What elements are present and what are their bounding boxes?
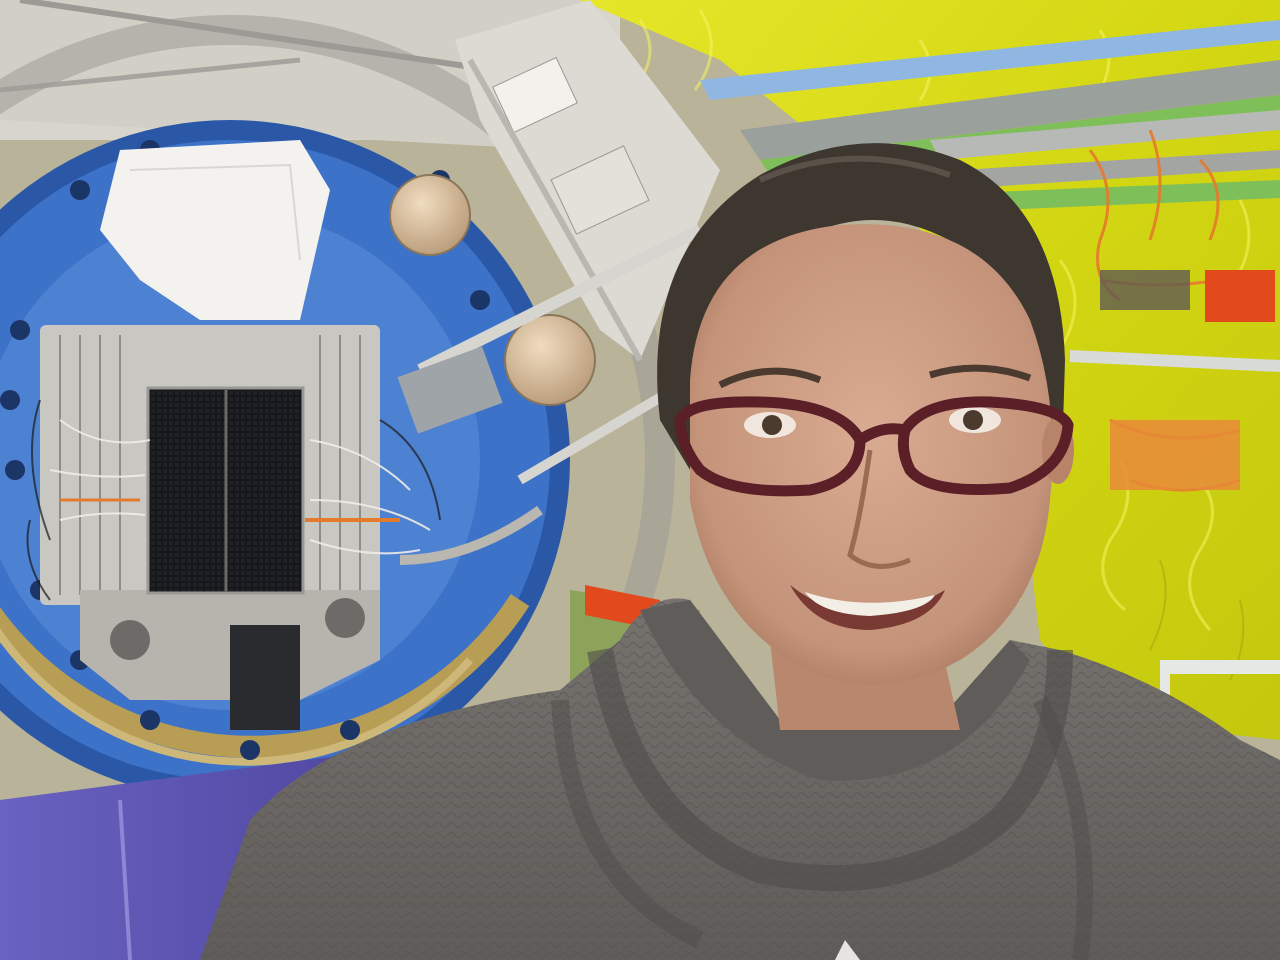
- detector-module: [26, 325, 543, 730]
- eyebrow: [928, 364, 1032, 382]
- person: [200, 143, 1280, 960]
- white-cover-sheet: [100, 140, 330, 320]
- smile: [790, 585, 945, 630]
- hair: [657, 143, 1065, 470]
- orange-box: [1205, 270, 1275, 322]
- eyeglasses: [674, 396, 1074, 497]
- eyebrow: [718, 367, 822, 389]
- metal-discs: [389, 174, 596, 406]
